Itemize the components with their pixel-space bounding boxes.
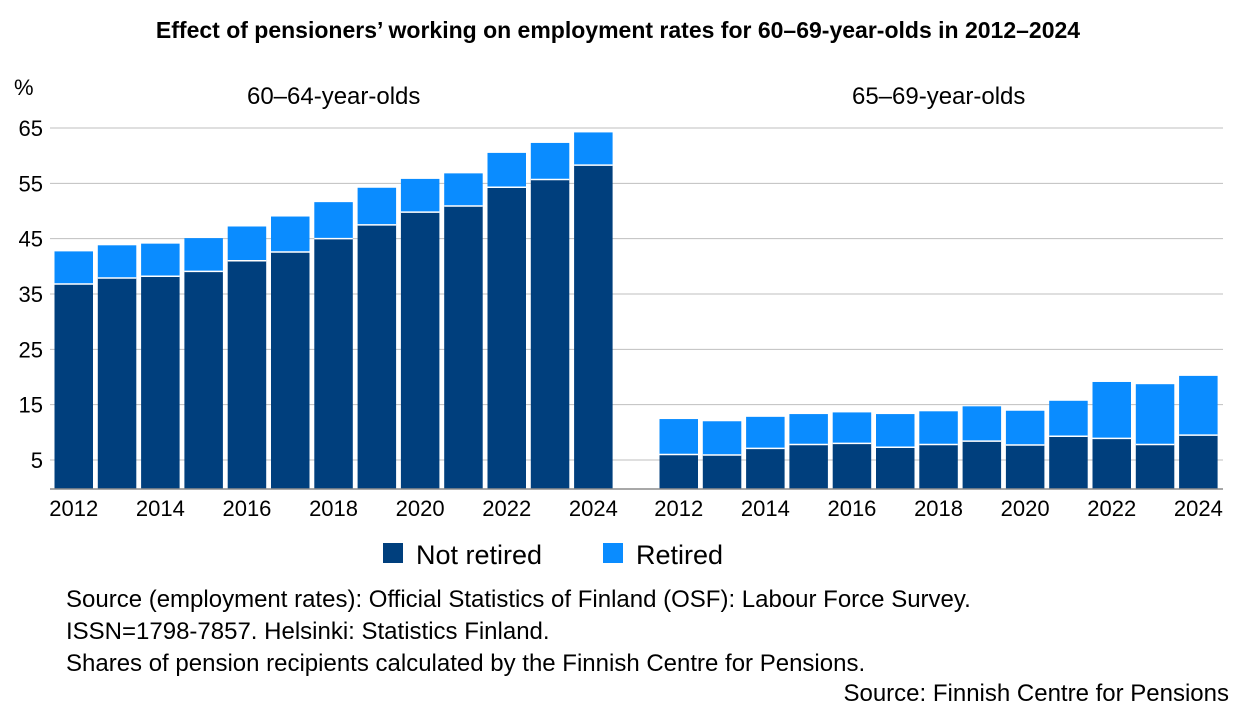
bar-retired bbox=[876, 414, 915, 448]
bar-not-retired bbox=[54, 284, 93, 489]
bar-retired bbox=[184, 238, 223, 272]
bar-retired bbox=[962, 406, 1002, 442]
bar-retired bbox=[789, 414, 828, 445]
y-tick-label: 5 bbox=[31, 448, 43, 473]
bar-not-retired bbox=[702, 455, 742, 489]
bar-retired bbox=[1092, 381, 1131, 439]
y-axis-ticks: 5 15 25 35 45 55 65 bbox=[19, 116, 43, 473]
y-tick-label: 15 bbox=[19, 393, 43, 418]
legend: Not retired Retired bbox=[383, 540, 723, 570]
bar-not-retired bbox=[1092, 438, 1131, 489]
stacked-bar-chart: Effect of pensioners’ working on employm… bbox=[14, 17, 1223, 570]
bar-not-retired bbox=[141, 276, 180, 489]
bar-not-retired bbox=[789, 444, 828, 489]
source-credit: Source: Finnish Centre for Pensions bbox=[843, 680, 1229, 707]
x-tick-label: 2016 bbox=[222, 496, 271, 521]
bar-retired bbox=[530, 142, 570, 180]
bar-not-retired bbox=[876, 447, 915, 489]
bar-retired bbox=[487, 152, 526, 188]
bar-retired bbox=[1179, 375, 1218, 436]
bar-not-retired bbox=[97, 277, 137, 489]
y-tick-label: 45 bbox=[19, 227, 43, 252]
bar-retired bbox=[400, 178, 440, 213]
bar-retired bbox=[97, 245, 137, 278]
bar-retired bbox=[832, 412, 872, 444]
x-tick-label: 2024 bbox=[1174, 496, 1223, 521]
bar-retired bbox=[54, 251, 93, 285]
bar-retired bbox=[141, 243, 180, 277]
x-tick-label: 2012 bbox=[654, 496, 703, 521]
y-tick-label: 35 bbox=[19, 282, 43, 307]
legend-label-not-retired: Not retired bbox=[416, 540, 542, 570]
bar-not-retired bbox=[400, 212, 440, 489]
bar-retired bbox=[314, 202, 353, 239]
bar-not-retired bbox=[962, 441, 1002, 489]
bar-not-retired bbox=[1005, 445, 1045, 489]
bar-retired bbox=[702, 421, 742, 456]
bar-retired bbox=[574, 132, 613, 166]
bar-not-retired bbox=[832, 443, 872, 489]
x-tick-label: 2020 bbox=[1001, 496, 1050, 521]
y-tick-label: 55 bbox=[19, 171, 43, 196]
bar-not-retired bbox=[919, 444, 958, 489]
bar-not-retired bbox=[530, 179, 570, 489]
x-tick-label: 2018 bbox=[309, 496, 358, 521]
bar-retired bbox=[444, 173, 483, 207]
x-tick-label: 2014 bbox=[741, 496, 790, 521]
bar-not-retired bbox=[184, 271, 223, 489]
bar-retired bbox=[919, 411, 958, 445]
bar-retired bbox=[1049, 400, 1088, 437]
bar-not-retired bbox=[659, 454, 698, 489]
x-tick-label: 2024 bbox=[569, 496, 618, 521]
panel-label: 65–69-year-olds bbox=[852, 83, 1025, 110]
x-axis-ticks: 2012 2014 2016 2018 2020 2022 2024 2012 2014 2016… bbox=[49, 496, 1223, 521]
chart-title: Effect of pensioners’ working on employm… bbox=[156, 17, 1080, 43]
bar-not-retired bbox=[314, 238, 353, 489]
bar-not-retired bbox=[357, 224, 397, 490]
x-tick-label: 2022 bbox=[482, 496, 531, 521]
bar-retired bbox=[227, 226, 267, 261]
bar-not-retired bbox=[1049, 436, 1088, 489]
bar-retired bbox=[659, 419, 698, 455]
x-tick-label: 2014 bbox=[136, 496, 185, 521]
bar-retired bbox=[1135, 384, 1175, 445]
x-tick-label: 2016 bbox=[827, 496, 876, 521]
y-tick-label: 65 bbox=[19, 116, 43, 141]
y-tick-label: 25 bbox=[19, 337, 43, 362]
grid-lines bbox=[50, 127, 1223, 461]
legend-swatch-retired bbox=[603, 543, 623, 563]
bar-retired bbox=[271, 216, 310, 252]
bar-not-retired bbox=[1179, 435, 1218, 489]
legend-swatch-not-retired bbox=[383, 543, 403, 563]
panel-labels: 60–64-year-olds 65–69-year-olds bbox=[247, 83, 1025, 110]
bar-not-retired bbox=[227, 260, 267, 489]
x-tick-label: 2022 bbox=[1087, 496, 1136, 521]
panel-label: 60–64-year-olds bbox=[247, 83, 420, 110]
bar-not-retired bbox=[444, 206, 483, 489]
bars-layer bbox=[54, 132, 1218, 490]
bar-retired bbox=[1005, 410, 1045, 446]
x-tick-label: 2018 bbox=[914, 496, 963, 521]
bar-not-retired bbox=[271, 251, 310, 489]
bar-not-retired bbox=[746, 448, 785, 489]
x-tick-label: 2012 bbox=[49, 496, 98, 521]
x-tick-label: 2020 bbox=[396, 496, 445, 521]
bar-retired bbox=[357, 187, 397, 225]
bar-not-retired bbox=[1135, 444, 1175, 489]
bar-not-retired bbox=[487, 187, 526, 489]
footnote-line-3: Shares of pension recipients calculated … bbox=[66, 650, 866, 677]
bar-retired bbox=[746, 416, 785, 449]
legend-label-retired: Retired bbox=[636, 540, 723, 570]
footnote-line-2: ISSN=1798-7857. Helsinki: Statistics Fin… bbox=[66, 618, 550, 645]
bar-not-retired bbox=[574, 165, 613, 489]
y-axis-unit-label: % bbox=[14, 75, 34, 100]
footnote-line-1: Source (employment rates): Official Stat… bbox=[66, 586, 971, 613]
